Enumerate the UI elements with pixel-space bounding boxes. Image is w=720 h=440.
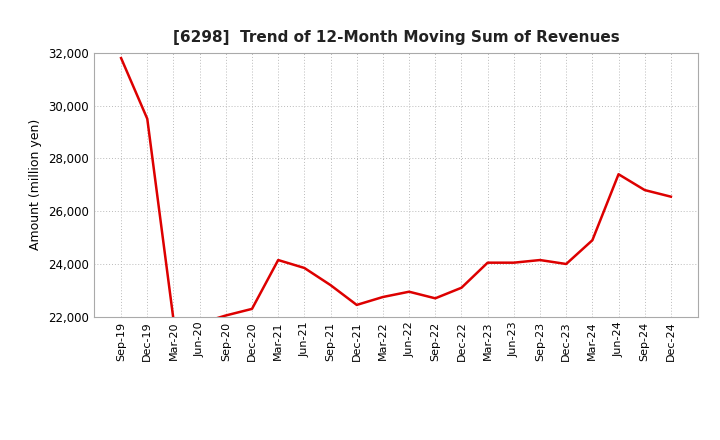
Title: [6298]  Trend of 12-Month Moving Sum of Revenues: [6298] Trend of 12-Month Moving Sum of R… [173, 29, 619, 45]
Y-axis label: Amount (million yen): Amount (million yen) [30, 119, 42, 250]
